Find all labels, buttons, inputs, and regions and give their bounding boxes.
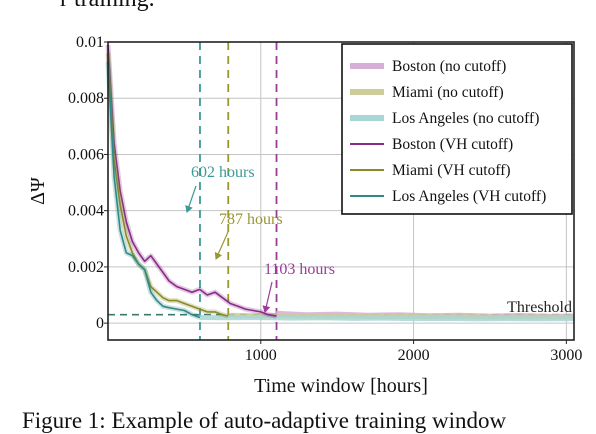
y-tick-label: 0.006 bbox=[68, 146, 104, 163]
y-axis-label: ΔΨ bbox=[27, 177, 49, 205]
legend-label: Miami (VH cutoff) bbox=[392, 162, 511, 179]
x-tick-label: 3000 bbox=[550, 347, 582, 364]
legend-label: Boston (no cutoff) bbox=[392, 58, 506, 75]
legend-box bbox=[341, 43, 573, 215]
y-tick-label: 0.002 bbox=[68, 259, 104, 276]
y-tick-label: 0.01 bbox=[76, 34, 104, 51]
legend-label: Boston (VH cutoff) bbox=[392, 136, 513, 153]
cutoff-arrow bbox=[214, 231, 229, 260]
y-tick-label: 0.004 bbox=[68, 203, 104, 220]
plot-frame bbox=[107, 41, 575, 341]
cutoff-label: 1103 hours bbox=[264, 261, 335, 278]
series-line bbox=[107, 61, 201, 319]
cutoff-arrow bbox=[262, 281, 273, 313]
legend-label: Los Angeles (no cutoff) bbox=[392, 110, 539, 127]
cutoff-label: 602 hours bbox=[191, 164, 255, 181]
series-band-line bbox=[199, 315, 575, 322]
cutoff-label: 787 hours bbox=[219, 211, 283, 228]
x-tick-label: 2000 bbox=[398, 347, 430, 364]
cutoff-arrow bbox=[185, 185, 197, 213]
y-tick-label: 0.008 bbox=[68, 90, 104, 107]
x-axis-label: Time window [hours] bbox=[254, 375, 428, 397]
threshold-label: Threshold bbox=[507, 299, 572, 316]
series-line bbox=[107, 53, 229, 317]
legend-label: Miami (no cutoff) bbox=[392, 84, 504, 101]
series-line bbox=[107, 44, 277, 317]
caption-top-fragment: r training. bbox=[60, 0, 155, 13]
legend-label: Los Angeles (VH cutoff) bbox=[392, 188, 546, 205]
figure-caption: Figure 1: Example of auto-adaptive train… bbox=[22, 408, 507, 433]
x-tick-label: 1000 bbox=[245, 347, 277, 364]
y-tick-label: 0 bbox=[96, 315, 104, 332]
